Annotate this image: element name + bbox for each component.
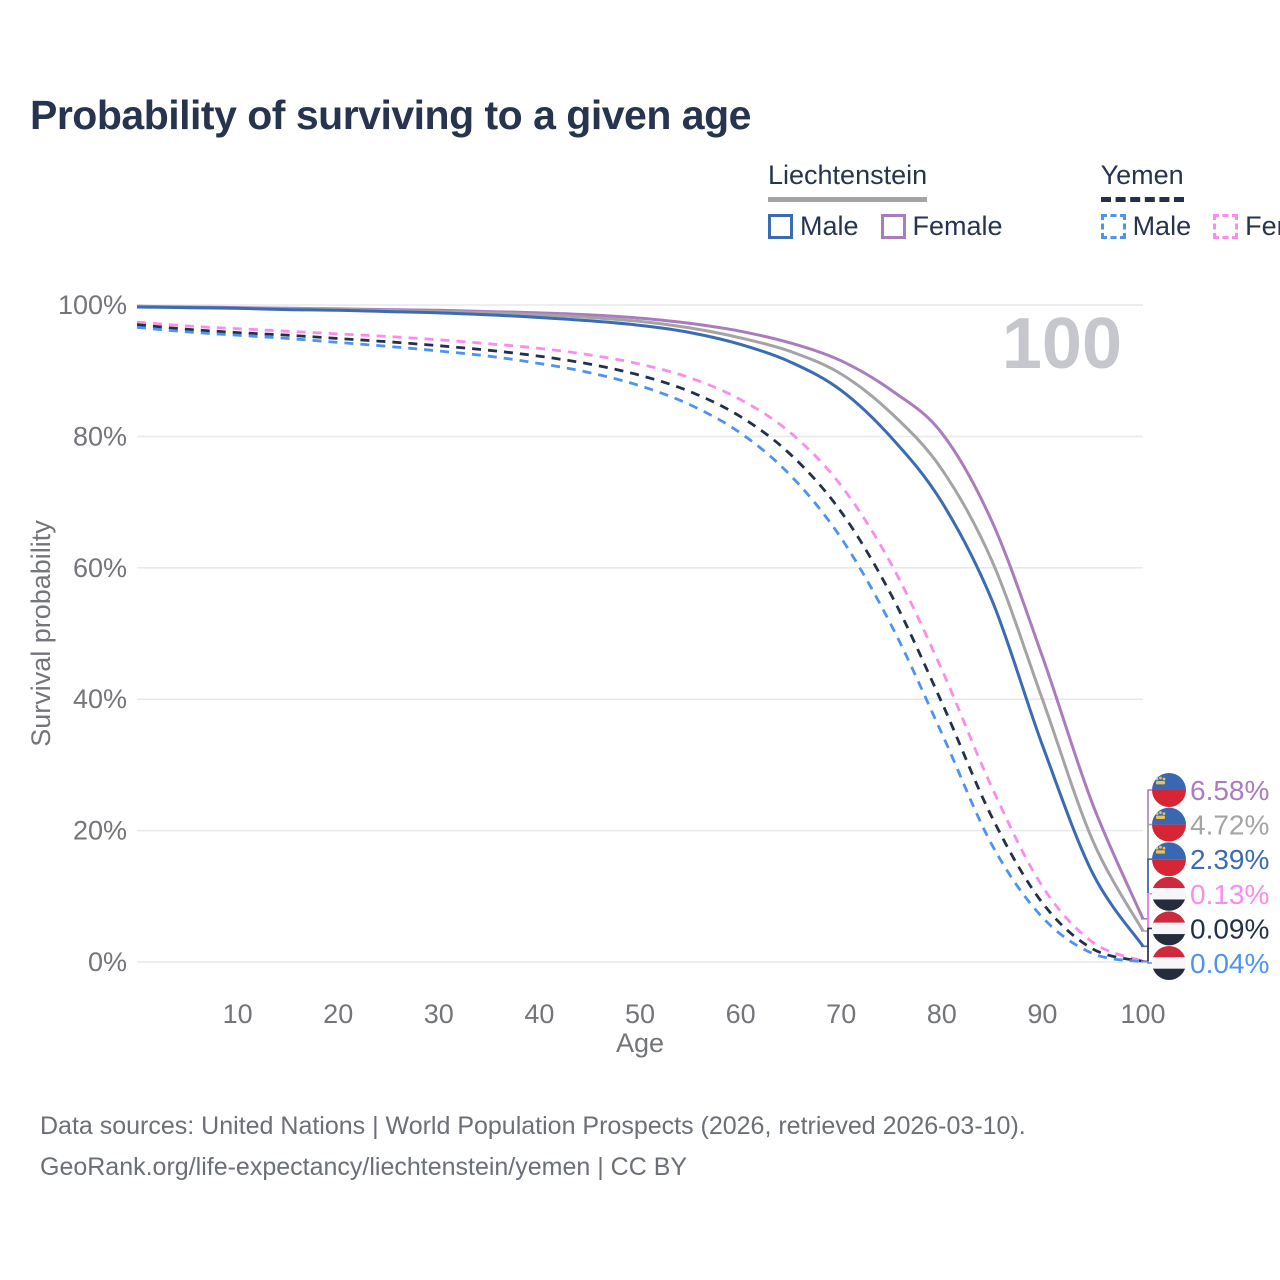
footer-attribution: GeoRank.org/life-expectancy/liechtenstei… (40, 1153, 688, 1181)
legend-group-yemen: Yemen Male Female (1100, 160, 1280, 242)
end-value-label: 0.13% (1190, 879, 1269, 910)
y-tick-label: 100% (58, 290, 127, 320)
end-value-label: 0.04% (1190, 948, 1269, 979)
x-tick-label: 70 (826, 999, 856, 1029)
x-tick-label: 80 (927, 999, 957, 1029)
yemen-female-swatch-icon (1213, 214, 1239, 239)
x-tick-label: 10 (223, 999, 253, 1029)
legend-items-liechtenstein: Male Female (768, 211, 1003, 242)
liechtenstein-flag-icon (1152, 842, 1186, 877)
legend-header-liechtenstein: Liechtenstein (768, 160, 928, 202)
y-axis-title: Survival probability (26, 520, 56, 747)
legend-items-yemen: Male Female (1100, 211, 1280, 242)
series-line-yemen-male (136, 325, 1144, 964)
gridlines: 0% 20% 40% 60% 80% 100% (58, 290, 1143, 977)
liechtenstein-male-swatch-icon (768, 214, 793, 239)
legend-header-yemen: Yemen (1100, 160, 1184, 202)
end-value-label: 0.09% (1190, 913, 1269, 944)
legend-item-yemen-female[interactable]: Female (1213, 211, 1280, 242)
yemen-male-swatch-icon (1100, 214, 1126, 239)
x-tick-label: 60 (726, 999, 756, 1029)
y-tick-label: 0% (88, 947, 127, 977)
end-value-label: 4.72% (1190, 810, 1269, 841)
yemen-flag-icon (1152, 946, 1186, 980)
x-tick-label: 40 (524, 999, 554, 1029)
legend-label: Male (1132, 211, 1192, 241)
yemen-flag-icon (1152, 911, 1186, 946)
y-tick-label: 80% (73, 421, 127, 451)
end-label-connector (1141, 960, 1152, 964)
survival-chart: 0% 20% 40% 60% 80% 100% 10 20 30 40 50 60 70 80 90 100 A… (26, 290, 1269, 1058)
liechtenstein-female-swatch-icon (880, 214, 906, 239)
legend-label: Male (800, 211, 859, 241)
end-label-connector (1141, 789, 1152, 920)
series-line-liechtenstein-female (136, 304, 1145, 920)
series-lines (136, 304, 1145, 964)
x-tick-label: 90 (1027, 999, 1057, 1029)
footer-data-sources: Data sources: United Nations | World Pop… (40, 1112, 1026, 1140)
x-tick-label: 100 (1120, 999, 1165, 1029)
legend-item-yemen-male[interactable]: Male (1100, 211, 1192, 242)
series-line-liechtenstein-both (136, 304, 1145, 932)
end-value-label: 6.58% (1190, 775, 1269, 806)
y-tick-label: 60% (73, 553, 127, 583)
age-watermark: 100 (1002, 304, 1122, 384)
y-tick-label: 40% (73, 684, 127, 714)
legend-group-liechtenstein: Liechtenstein Male Female (768, 160, 1003, 242)
x-tick-label: 50 (625, 999, 655, 1029)
series-line-yemen-both (136, 323, 1144, 963)
end-value-label: 2.39% (1190, 844, 1269, 875)
end-label-connector (1141, 858, 1152, 948)
liechtenstein-flag-icon (1152, 807, 1186, 842)
series-line-yemen-female (136, 320, 1144, 963)
legend-item-liechtenstein-male[interactable]: Male (768, 211, 859, 242)
legend-label: Female (912, 211, 1003, 241)
x-tick-label: 30 (424, 999, 454, 1029)
footer: Data sources: United Nations | World Pop… (40, 1106, 1026, 1188)
legend: Liechtenstein Male Female Yemen Male (768, 160, 1280, 242)
y-tick-label: 20% (73, 816, 127, 846)
x-tick-label: 20 (323, 999, 353, 1029)
liechtenstein-flag-icon (1152, 773, 1186, 807)
x-axis-title: Age (616, 1028, 664, 1058)
series-line-liechtenstein-male (136, 305, 1145, 948)
yemen-flag-icon (1152, 876, 1186, 911)
legend-item-liechtenstein-female[interactable]: Female (880, 211, 1003, 242)
legend-label: Female (1245, 211, 1280, 241)
page-title: Probability of surviving to a given age (30, 92, 751, 138)
